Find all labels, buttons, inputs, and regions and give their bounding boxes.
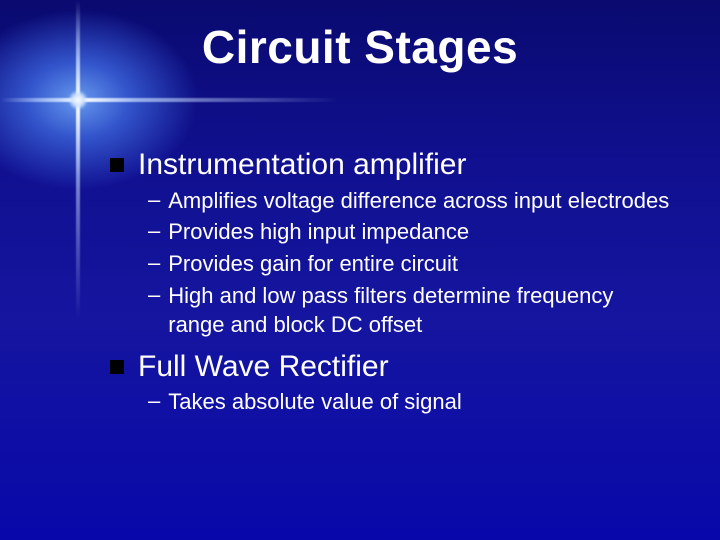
sub-bullet-group: – Amplifies voltage difference across in… (148, 186, 670, 340)
bullet-level1: Full Wave Rectifier (110, 348, 670, 386)
lens-flare-horizontal (0, 98, 340, 102)
slide-body: Instrumentation amplifier – Amplifies vo… (110, 140, 670, 425)
bullet-level2-label: Amplifies voltage difference across inpu… (168, 186, 669, 216)
bullet-level2: – Amplifies voltage difference across in… (148, 186, 670, 216)
square-bullet-icon (110, 158, 124, 172)
bullet-level1: Instrumentation amplifier (110, 146, 670, 184)
bullet-level2-label: Provides high input impedance (168, 217, 469, 247)
bullet-level2: – High and low pass filters determine fr… (148, 281, 670, 340)
lens-flare-core (68, 90, 88, 110)
dash-bullet-icon: – (148, 281, 160, 310)
bullet-level2: – Takes absolute value of signal (148, 387, 670, 417)
dash-bullet-icon: – (148, 186, 160, 215)
sub-bullet-group: – Takes absolute value of signal (148, 387, 670, 417)
bullet-level2: – Provides gain for entire circuit (148, 249, 670, 279)
square-bullet-icon (110, 360, 124, 374)
bullet-level2-label: Provides gain for entire circuit (168, 249, 458, 279)
bullet-level1-label: Instrumentation amplifier (138, 146, 466, 184)
bullet-level2-label: High and low pass filters determine freq… (168, 281, 670, 340)
slide: Circuit Stages Instrumentation amplifier… (0, 0, 720, 540)
slide-title: Circuit Stages (0, 20, 720, 74)
bullet-level1-label: Full Wave Rectifier (138, 348, 389, 386)
dash-bullet-icon: – (148, 249, 160, 278)
dash-bullet-icon: – (148, 217, 160, 246)
bullet-level2-label: Takes absolute value of signal (168, 387, 462, 417)
bullet-level2: – Provides high input impedance (148, 217, 670, 247)
dash-bullet-icon: – (148, 387, 160, 416)
